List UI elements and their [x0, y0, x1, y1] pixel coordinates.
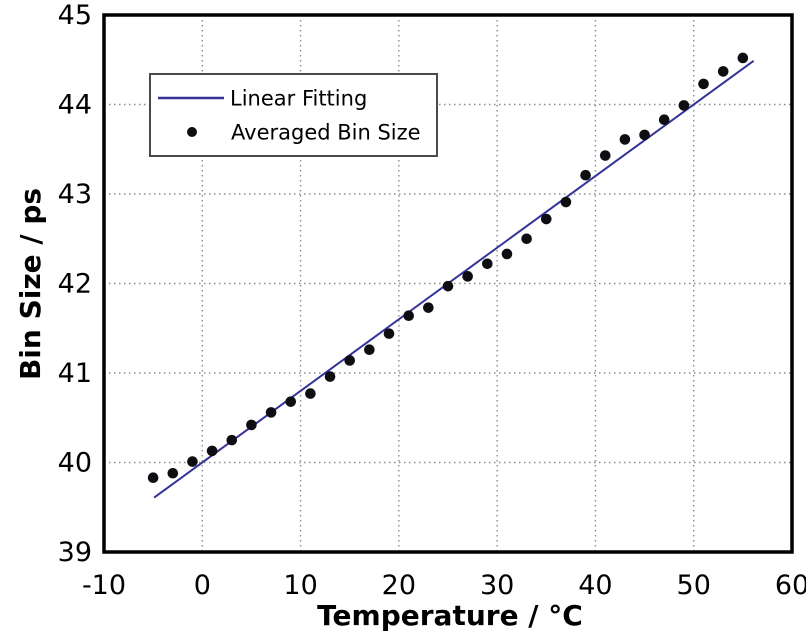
- data-point: [737, 52, 749, 64]
- data-point: [698, 78, 709, 90]
- y-tick-label: 43: [58, 179, 92, 210]
- data-point: [599, 150, 611, 161]
- series-layer: [147, 52, 755, 499]
- data-point: [521, 233, 532, 245]
- data-point: [580, 169, 591, 181]
- data-point: [246, 419, 257, 431]
- data-point: [187, 456, 198, 467]
- data-point: [324, 371, 336, 382]
- data-point: [423, 302, 434, 313]
- y-tick-label: 39: [58, 537, 92, 568]
- data-point: [265, 407, 277, 418]
- x-tick-label: 0: [194, 570, 211, 601]
- data-point: [403, 310, 414, 322]
- data-point: [344, 355, 356, 366]
- data-point: [383, 328, 395, 339]
- data-point: [678, 100, 690, 111]
- data-point: [619, 134, 631, 145]
- x-tick-label: 30: [480, 570, 514, 601]
- data-point: [658, 114, 670, 126]
- data-point: [167, 467, 179, 479]
- data-point: [305, 388, 316, 399]
- data-point: [482, 258, 493, 270]
- data-point: [226, 434, 238, 446]
- x-tick-label: -10: [82, 570, 126, 601]
- plot-frame: [102, 13, 794, 554]
- data-point: [717, 66, 729, 77]
- y-tick-label: 44: [58, 90, 92, 121]
- data-point: [206, 445, 218, 457]
- tick-labels: -10 0 10 20 30 40 50 60 39 40 41 42 43 44 45: [58, 0, 806, 601]
- data-point: [285, 396, 297, 407]
- data-point: [639, 129, 650, 141]
- y-tick-label: 45: [58, 0, 92, 31]
- data-point: [462, 271, 473, 282]
- y-tick-label: 42: [58, 269, 92, 300]
- legend: Linear Fitting Averaged Bin Size: [149, 73, 438, 157]
- legend-label-averaged-bin-size: Averaged Bin Size: [231, 121, 421, 145]
- x-tick-label: 50: [677, 570, 711, 601]
- data-point: [501, 248, 513, 260]
- x-axis-title: Temperature / °C: [317, 599, 583, 632]
- x-tick-label: 60: [775, 570, 806, 601]
- data-point: [364, 344, 375, 356]
- y-tick-label: 40: [58, 448, 92, 479]
- legend-dot-sample-icon: [187, 127, 197, 137]
- x-tick-label: 10: [283, 570, 317, 601]
- data-point: [147, 472, 159, 484]
- legend-label-linear-fitting: Linear Fitting: [230, 87, 367, 111]
- x-tick-label: 20: [382, 570, 416, 601]
- data-point: [442, 280, 454, 292]
- data-point: [560, 196, 572, 208]
- y-tick-label: 41: [58, 358, 92, 389]
- data-point: [540, 213, 552, 225]
- legend-box: [149, 73, 438, 157]
- x-tick-label: 40: [578, 570, 612, 601]
- y-axis-title: Bin Size / ps: [14, 188, 47, 380]
